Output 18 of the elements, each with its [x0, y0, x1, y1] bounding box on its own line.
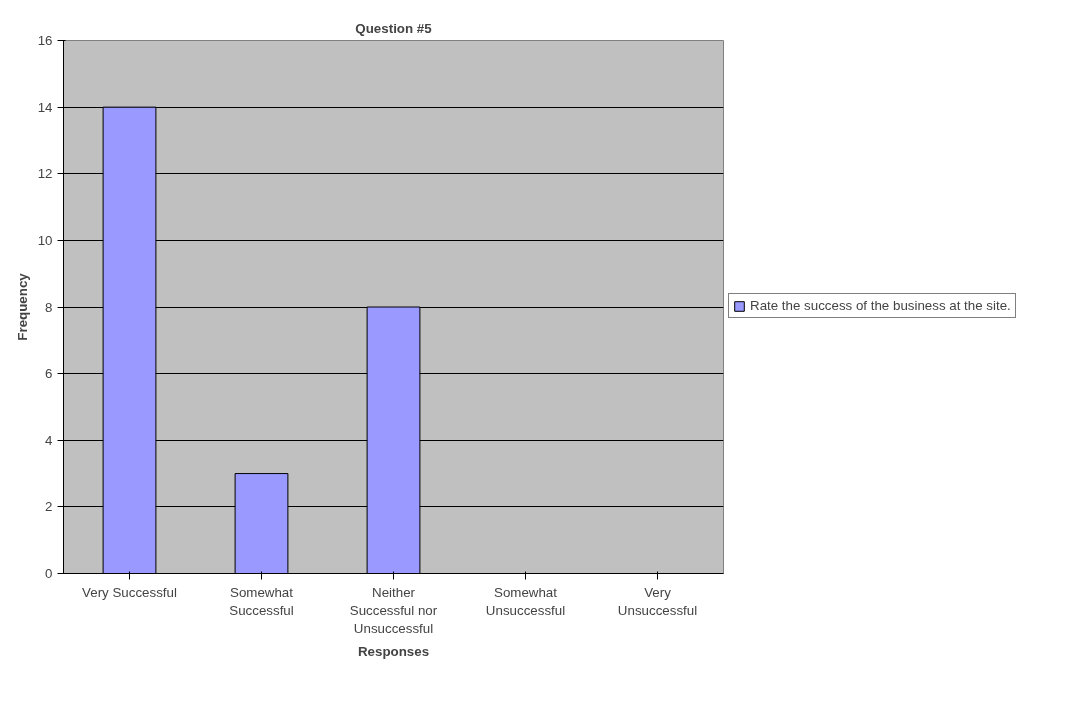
y-tick-label: 8 [45, 299, 53, 315]
y-tick-label: 6 [45, 366, 53, 382]
y-tick-label: 12 [37, 166, 53, 182]
y-tick-label: 0 [45, 566, 53, 581]
y-tick-label: 14 [37, 99, 54, 115]
x-axis-title: Responses [357, 643, 430, 659]
chart-title: Question #5 [355, 20, 433, 36]
y-axis-title: Frequency [14, 272, 30, 341]
x-tick-label: Somewhat Unsuccessful [485, 584, 566, 618]
x-tick-label: Very Successful [82, 584, 177, 600]
y-tick-label: 4 [45, 432, 54, 448]
x-tick-label: Very Unsuccessful [617, 584, 698, 618]
y-tick-label: 2 [45, 499, 53, 515]
legend-label: Rate the success of the business at the site. [750, 298, 1011, 313]
x-tick-label: Neither Successful nor Unsuccessful [349, 584, 438, 636]
y-tick-label: 10 [37, 232, 53, 248]
x-tick-label: Somewhat Successful [229, 584, 294, 618]
y-tick-label: 16 [37, 33, 53, 48]
